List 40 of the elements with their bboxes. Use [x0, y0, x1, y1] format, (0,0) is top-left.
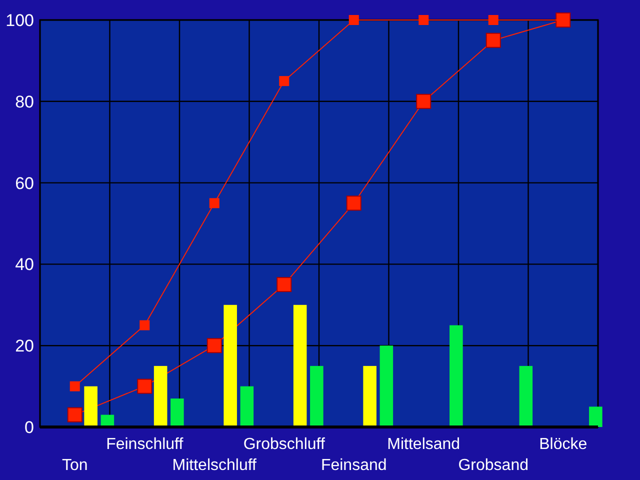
point — [206, 338, 222, 354]
bar — [450, 325, 463, 427]
bar — [154, 366, 168, 427]
y-tick-label: 100 — [6, 10, 34, 30]
x-tick-label: Mittelschluff — [172, 457, 258, 474]
x-tick-label: Feinsand — [320, 457, 387, 474]
point — [140, 320, 150, 330]
point — [279, 76, 290, 86]
bar — [224, 304, 237, 427]
x-tick-label: Blöcke — [539, 436, 588, 453]
point — [418, 15, 429, 25]
bar — [170, 398, 184, 427]
point — [348, 15, 359, 25]
point — [416, 94, 432, 109]
bar — [240, 386, 254, 427]
y-tick-label: 20 — [15, 336, 34, 356]
point — [346, 196, 362, 211]
point — [137, 378, 152, 394]
bar — [519, 366, 533, 427]
bar — [310, 366, 324, 427]
y-tick-label: 40 — [15, 255, 34, 274]
y-tick-label: 0 — [24, 418, 34, 437]
point — [209, 198, 220, 208]
y-tick-label: 80 — [15, 92, 34, 112]
point — [67, 407, 82, 422]
x-tick-label: Feinschluff — [106, 436, 184, 453]
bar — [363, 366, 376, 427]
point — [488, 15, 498, 25]
bar — [293, 304, 307, 427]
x-tick-label: Grobschluff — [243, 436, 326, 453]
bar — [380, 346, 394, 427]
x-tick-label: Ton — [62, 457, 88, 474]
y-tick-label: 60 — [15, 174, 34, 193]
bar — [589, 406, 602, 427]
x-tick-label: Mittelsand — [387, 436, 460, 453]
point — [276, 277, 292, 292]
point — [70, 381, 80, 392]
point — [486, 32, 501, 48]
x-tick-label: Grobsand — [458, 457, 529, 474]
bar — [84, 386, 98, 427]
